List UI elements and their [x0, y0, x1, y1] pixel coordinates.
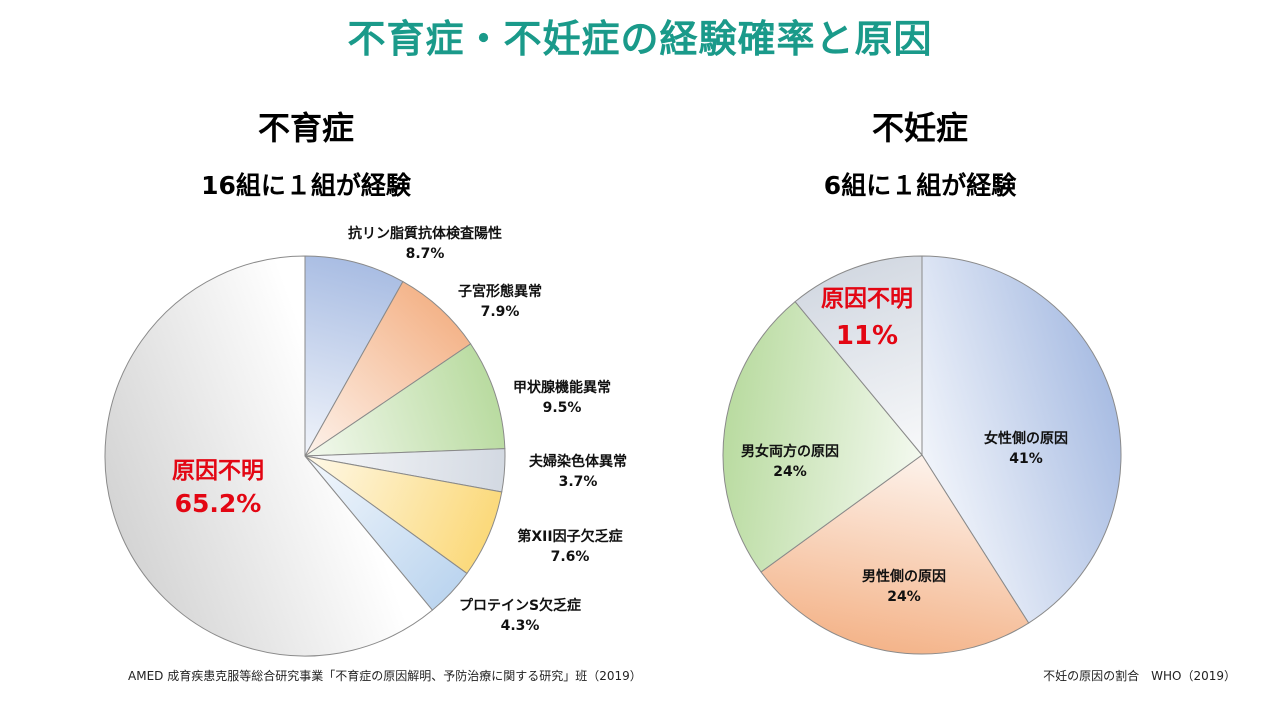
page-title: 不育症・不妊症の経験確率と原因	[347, 17, 933, 61]
pie-slice	[921, 255, 1122, 624]
slice-label: 原因不明	[172, 458, 264, 484]
infertility-title: 不妊症	[871, 109, 968, 147]
slice-label: 子宮形態異常	[458, 283, 542, 300]
slice-label: 原因不明	[821, 286, 913, 312]
infertility-subtitle: 6組に１組が経験	[823, 171, 1017, 200]
slice-value-label: 65.2%	[175, 489, 262, 518]
pie-slice	[722, 300, 923, 573]
source-note-left: AMED 成育疾患克服等総合研究事業「不育症の原因解明、予防治療に関する研究」班…	[128, 669, 642, 683]
slice-label: 甲状腺機能異常	[513, 379, 611, 396]
slice-label: 男性側の原因	[862, 568, 946, 585]
slice-label: 男女両方の原因	[741, 443, 839, 460]
slice-label: 夫婦染色体異常	[529, 453, 627, 470]
slice-value-label: 4.3%	[501, 618, 540, 634]
slice-value-label: 7.9%	[481, 304, 520, 320]
slice-label: 第XII因子欠乏症	[517, 528, 622, 545]
slice-label: 抗リン脂質抗体検査陽性	[348, 225, 502, 242]
slice-value-label: 8.7%	[406, 246, 445, 262]
pie-chart-recurrent: 抗リン脂質抗体検査陽性 8.7% 子宮形態異常 7.9% 甲状腺機能異常 9.5% 夫婦染色…	[104, 225, 627, 657]
slice-value-label: 24%	[773, 464, 807, 480]
pie-slice	[304, 255, 404, 458]
slice-value-label: 9.5%	[543, 400, 582, 416]
slice-value-label: 11%	[836, 321, 898, 351]
pie-slice	[303, 343, 506, 457]
infertility-recurrent-subtitle: 16組に１組が経験	[201, 171, 411, 200]
source-note-right: 不妊の原因の割合 WHO（2019）	[1043, 669, 1236, 683]
pie-slice	[104, 255, 434, 657]
infertility-recurrent-title: 不育症	[257, 109, 354, 147]
slice-value-label: 7.6%	[551, 549, 590, 565]
slice-label: プロテインS欠乏症	[459, 597, 581, 614]
pie-slice	[760, 454, 1030, 655]
slice-label: 女性側の原因	[984, 430, 1068, 447]
pie-chart-infertility: 女性側の原因 41% 男性側の原因 24% 男女両方の原因 24% 原因不明 11%	[722, 255, 1122, 655]
slice-value-label: 41%	[1009, 451, 1043, 467]
slice-value-label: 3.7%	[559, 474, 598, 490]
slice-value-label: 24%	[887, 589, 921, 605]
pie-slice	[794, 255, 923, 457]
